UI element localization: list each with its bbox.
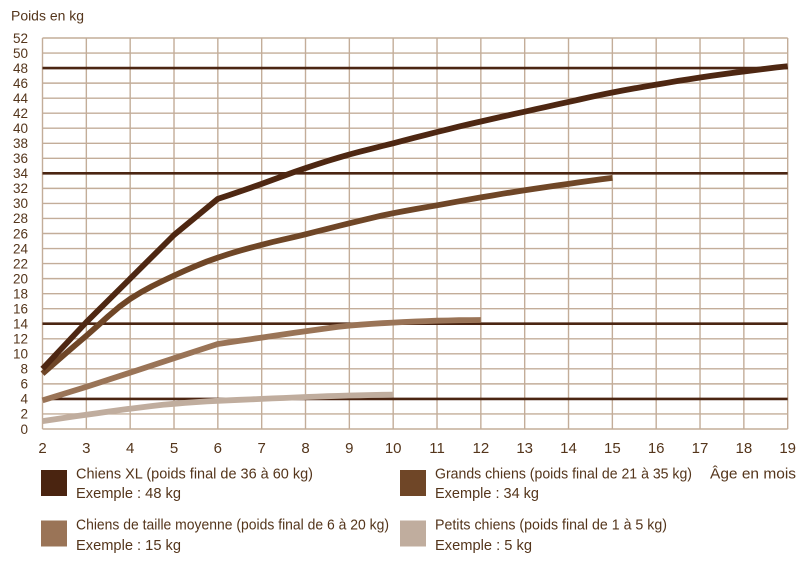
svg-text:38: 38: [13, 136, 28, 151]
svg-text:28: 28: [13, 211, 28, 226]
svg-text:30: 30: [13, 196, 28, 211]
svg-text:19: 19: [779, 440, 796, 457]
svg-text:20: 20: [13, 271, 28, 286]
svg-text:8: 8: [20, 362, 28, 377]
svg-text:0: 0: [20, 422, 28, 437]
svg-text:34: 34: [13, 166, 29, 181]
svg-text:12: 12: [473, 440, 490, 457]
svg-text:32: 32: [13, 181, 28, 196]
svg-text:4: 4: [126, 440, 134, 457]
svg-text:18: 18: [736, 440, 753, 457]
svg-text:6: 6: [20, 377, 28, 392]
svg-text:Grands chiens (poids final de: Grands chiens (poids final de 21 à 35 kg…: [435, 466, 692, 483]
svg-text:44: 44: [13, 91, 29, 106]
svg-text:8: 8: [301, 440, 309, 457]
svg-text:Exemple : 34 kg: Exemple : 34 kg: [435, 485, 539, 502]
svg-text:Chiens de taille moyenne (poid: Chiens de taille moyenne (poids final de…: [76, 517, 389, 534]
svg-text:Exemple : 48 kg: Exemple : 48 kg: [76, 485, 181, 502]
svg-text:40: 40: [13, 121, 28, 136]
svg-text:4: 4: [20, 392, 28, 407]
svg-text:24: 24: [13, 241, 29, 256]
svg-text:52: 52: [13, 31, 28, 46]
svg-text:17: 17: [692, 440, 709, 457]
svg-text:11: 11: [429, 440, 445, 457]
svg-text:10: 10: [13, 347, 28, 362]
svg-text:46: 46: [13, 76, 28, 91]
svg-text:6: 6: [214, 440, 222, 457]
svg-text:2: 2: [20, 407, 28, 422]
svg-text:36: 36: [13, 151, 28, 166]
svg-text:Poids en kg: Poids en kg: [11, 8, 84, 24]
svg-text:12: 12: [13, 332, 28, 347]
svg-text:42: 42: [13, 106, 28, 121]
svg-text:26: 26: [13, 226, 28, 241]
svg-text:7: 7: [258, 440, 266, 457]
svg-text:Exemple : 5 kg: Exemple : 5 kg: [435, 537, 532, 554]
svg-text:Chiens XL (poids final de 36 à: Chiens XL (poids final de 36 à 60 kg): [76, 466, 313, 483]
svg-text:Exemple : 15 kg: Exemple : 15 kg: [76, 537, 181, 554]
svg-text:48: 48: [13, 61, 28, 76]
svg-text:2: 2: [38, 440, 46, 457]
svg-text:9: 9: [345, 440, 353, 457]
svg-text:14: 14: [560, 440, 577, 457]
svg-text:5: 5: [170, 440, 178, 457]
svg-text:14: 14: [13, 317, 29, 332]
svg-text:22: 22: [13, 256, 28, 271]
svg-text:Petits chiens (poids final de: Petits chiens (poids final de 1 à 5 kg): [435, 517, 667, 534]
svg-text:15: 15: [604, 440, 621, 457]
svg-text:18: 18: [13, 286, 28, 301]
svg-text:10: 10: [385, 440, 402, 457]
svg-text:Âge en mois: Âge en mois: [710, 466, 796, 483]
svg-text:16: 16: [13, 301, 28, 316]
svg-text:50: 50: [13, 46, 28, 61]
svg-text:13: 13: [516, 440, 533, 457]
svg-text:16: 16: [648, 440, 665, 457]
svg-text:3: 3: [82, 440, 90, 457]
